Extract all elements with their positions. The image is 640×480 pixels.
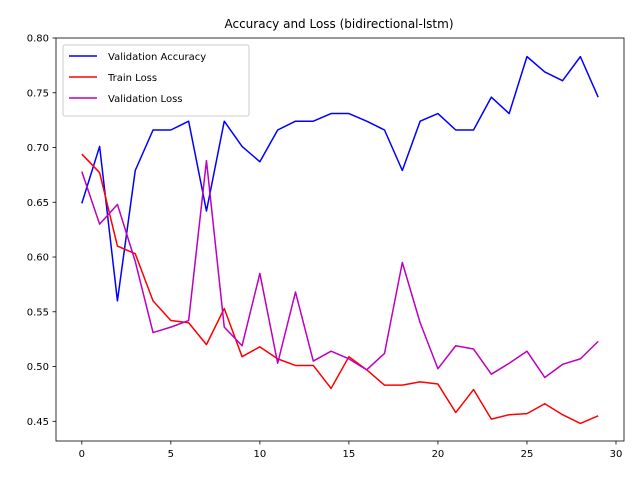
- legend: Validation Accuracy Train Loss Validation …: [62, 44, 250, 117]
- series-line-validation-accuracy: [81, 55, 599, 302]
- x-tick-label: 15: [343, 449, 356, 460]
- x-tick-label: 10: [254, 449, 267, 460]
- legend-label-validation-accuracy: Validation Accuracy: [108, 52, 206, 63]
- x-tick-label: 0: [79, 449, 85, 460]
- y-tick-label: 0.50: [27, 362, 49, 373]
- series-line-validation-loss: [81, 159, 599, 379]
- axes: 0 5 10 15 20 25 30 0.45 0.50 0.55 0.60 0.65 0.70 0.75…: [27, 34, 625, 460]
- chart-title: Accuracy and Loss (bidirectional-lstm): [224, 17, 453, 31]
- legend-label-validation-loss: Validation Loss: [108, 94, 183, 105]
- x-tick-label: 25: [521, 449, 534, 460]
- y-tick-label: 0.60: [27, 253, 49, 264]
- x-tick-label: 30: [610, 449, 623, 460]
- x-tick-label: 20: [432, 449, 445, 460]
- plot-area: [81, 55, 599, 425]
- legend-label-train-loss: Train Loss: [107, 73, 157, 84]
- y-tick-label: 0.65: [27, 198, 49, 209]
- legend-box: [62, 44, 250, 117]
- axes-frame: [55, 37, 625, 442]
- y-tick-label: 0.75: [27, 88, 49, 99]
- y-tick-label: 0.70: [27, 143, 49, 154]
- series-line-train-loss: [81, 153, 599, 425]
- y-tick-label: 0.55: [27, 307, 49, 318]
- y-tick-label: 0.45: [27, 417, 49, 428]
- x-tick-label: 5: [168, 449, 174, 460]
- y-tick-label: 0.80: [27, 34, 49, 45]
